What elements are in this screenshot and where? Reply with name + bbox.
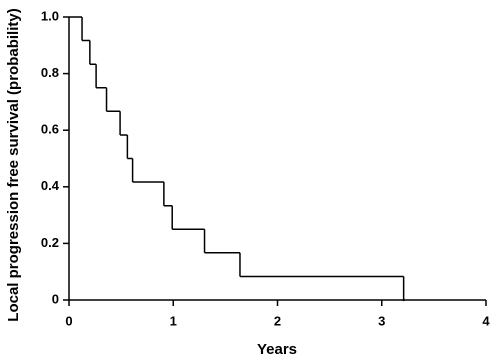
y-tick-label: 0.8 [41,65,59,80]
x-axis-title: Years [257,341,297,358]
x-tick-label: 3 [378,313,385,328]
y-tick-label: 0.2 [41,235,59,250]
y-tick-label: 0.4 [41,178,60,193]
y-tick-label: 1.0 [41,8,59,23]
x-tick-label: 2 [274,313,281,328]
x-tick-label: 1 [170,313,177,328]
y-tick-label: 0.6 [41,122,59,137]
y-axis-title: Local progression free survival (probabi… [5,8,22,321]
step-end [402,298,405,302]
y-tick-label: 0 [52,291,59,306]
x-tick-label: 0 [65,313,72,328]
x-tick-label: 4 [482,313,490,328]
